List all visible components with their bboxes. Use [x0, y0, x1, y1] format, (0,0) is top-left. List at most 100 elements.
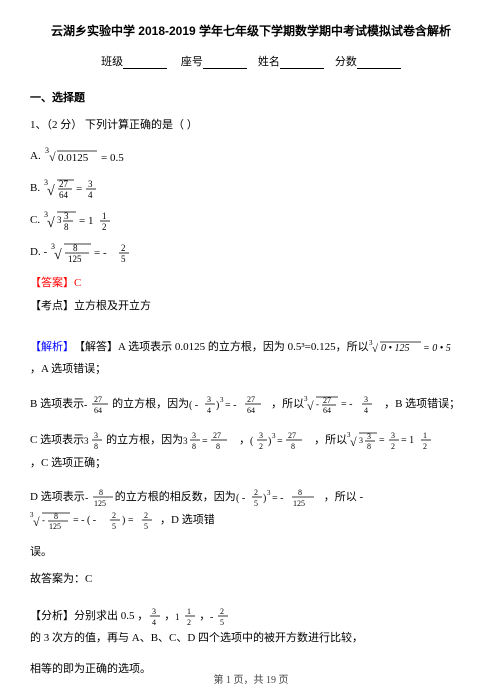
option-a: A. 3 √ 0.0125 = 0.5	[30, 144, 472, 168]
svg-text:125: 125	[49, 522, 61, 531]
svg-text:(: (	[250, 436, 254, 447]
svg-text:= -: = -	[94, 247, 107, 259]
svg-text:3: 3	[364, 395, 368, 404]
jieda-tag: 【解答】	[74, 336, 118, 358]
option-a-label: A.	[30, 150, 41, 162]
svg-text:3: 3	[192, 431, 196, 440]
c-text-5: ，C 选项正确；	[30, 452, 106, 474]
svg-text:3: 3	[152, 607, 156, 616]
answer-tag: 【答案】	[30, 277, 74, 289]
svg-text:1: 1	[187, 607, 191, 616]
svg-text:( -: ( -	[236, 493, 245, 504]
c-text-3: ，	[239, 429, 250, 451]
a-text-2: ，A 选项错误；	[30, 358, 106, 380]
answer-line: 【答案】C	[30, 274, 472, 290]
svg-text:5: 5	[112, 522, 116, 531]
svg-text:3: 3	[259, 431, 263, 440]
svg-text:√: √	[372, 343, 379, 355]
svg-text:8: 8	[192, 442, 196, 451]
svg-text:4: 4	[88, 190, 93, 200]
class-label: 班级	[101, 56, 123, 68]
header-fields: 班级 座号 姓名 分数	[30, 53, 472, 69]
svg-text:0.0125: 0.0125	[58, 152, 89, 164]
svg-text:= -: = -	[272, 493, 283, 504]
svg-text:√: √	[350, 435, 357, 449]
c-text-4: ，所以	[314, 429, 347, 451]
svg-text:5: 5	[254, 499, 258, 508]
b-math-2: ( - 3 4 ) 3 = - 27 64	[189, 393, 271, 415]
svg-text:8: 8	[94, 442, 98, 451]
option-d: D. - 3 √ 8 125 = - 2 5	[30, 240, 472, 264]
a-text-1: A 选项表示 0.0125 的立方根，因为 0.5³=0.125，所以	[118, 336, 369, 358]
svg-text:5: 5	[121, 254, 126, 264]
svg-text:2: 2	[423, 442, 427, 451]
analysis-b: B 选项表示 - 27 64 的立方根，因为 ( - 3 4 ) 3 = - 2…	[30, 392, 472, 416]
svg-text:8: 8	[54, 512, 58, 521]
svg-text:=: =	[202, 436, 208, 447]
svg-text:3: 3	[183, 436, 188, 446]
c-text-1: C 选项表示	[30, 429, 84, 451]
jiexi-tag: 【解析】	[30, 336, 74, 358]
b-text-4: ，B 选项错误；	[384, 393, 460, 415]
svg-text:8: 8	[73, 243, 78, 253]
svg-text:2: 2	[391, 442, 395, 451]
analysis-a: 【解析】【解答】 A 选项表示 0.0125 的立方根，因为 0.5³=0.12…	[30, 336, 472, 380]
svg-text:( -: ( -	[189, 400, 198, 411]
svg-text:2: 2	[112, 511, 116, 520]
svg-text:3: 3	[367, 432, 371, 441]
svg-text:8: 8	[298, 488, 302, 497]
svg-text:): )	[263, 493, 266, 504]
svg-text:2: 2	[220, 607, 224, 616]
svg-text:2: 2	[102, 222, 107, 232]
svg-text:-: -	[316, 399, 319, 409]
svg-text:64: 64	[94, 406, 102, 415]
svg-text:1: 1	[102, 211, 107, 221]
d-text-5: 误。	[30, 544, 472, 561]
q1-stem: 1、（2 分） 下列计算正确的是（ ）	[30, 117, 472, 134]
svg-text:=: =	[76, 183, 82, 195]
option-b-label: B.	[30, 182, 40, 194]
svg-text:4: 4	[152, 618, 156, 627]
svg-text:64: 64	[59, 190, 69, 200]
fenxi-1: 分别求出 0.5 ，	[74, 605, 148, 627]
option-c: C. 3 √ 3 3 8 = 1 1 2	[30, 208, 472, 232]
svg-text:3: 3	[267, 489, 271, 497]
svg-text:= 0 • 5: = 0 • 5	[423, 343, 451, 354]
svg-text:√: √	[307, 399, 314, 413]
fenxi-frac-1: 3 4	[148, 605, 164, 627]
svg-text:) =: ) =	[122, 515, 134, 526]
svg-text:8: 8	[64, 222, 69, 232]
svg-text:= 1: = 1	[401, 435, 414, 446]
option-b: B. 3 √ 27 64 = 3 4	[30, 176, 472, 200]
c-math-3: ( 3 2 ) 3 = 27 8	[250, 429, 314, 451]
c-math-4: 3 √ 3 3 8 = 3 2 = 1 1 2	[347, 428, 443, 452]
score-blank	[357, 58, 401, 69]
svg-text:√: √	[47, 216, 55, 231]
score-label: 分数	[335, 56, 357, 68]
svg-text:125: 125	[94, 499, 106, 508]
option-d-math: 3 √ 8 125 = - 2 5	[51, 239, 161, 265]
svg-text:8: 8	[216, 442, 220, 451]
fenxi-frac-3: - 2 5	[210, 605, 230, 627]
svg-text:4: 4	[207, 406, 211, 415]
b-frac-1: - 27 64	[84, 393, 112, 415]
d-frac-1: - 8 125	[85, 486, 115, 508]
svg-text:-: -	[84, 400, 87, 411]
svg-text:64: 64	[323, 406, 331, 415]
c-math-2: 3 3 8 = 27 8	[183, 429, 239, 451]
svg-text:64: 64	[247, 406, 255, 415]
b-text-2: 的立方根，因为	[112, 393, 189, 415]
seat-blank	[203, 58, 247, 69]
svg-text:= -: = -	[225, 400, 236, 411]
section-heading: 一、选择题	[30, 89, 472, 105]
svg-text:= -: = -	[341, 399, 352, 410]
svg-text:125: 125	[68, 254, 82, 264]
option-c-math: 3 √ 3 3 8 = 1 1 2	[44, 207, 134, 233]
option-c-label: C.	[30, 214, 40, 226]
svg-text:1: 1	[175, 612, 180, 622]
svg-text:27: 27	[94, 395, 102, 404]
svg-text:= 1: = 1	[79, 215, 93, 227]
svg-text:3: 3	[391, 431, 395, 440]
analysis-c: C 选项表示 3 3 8 的立方根，因为 3 3 8 = 27 8 ， ( 3 …	[30, 428, 472, 474]
svg-text:8: 8	[291, 442, 295, 451]
